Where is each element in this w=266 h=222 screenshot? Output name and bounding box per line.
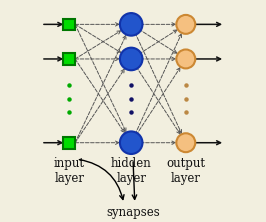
Bar: [64, 53, 75, 65]
Text: input
layer: input layer: [54, 157, 85, 185]
Text: synapses: synapses: [106, 206, 160, 219]
Text: hidden
layer: hidden layer: [111, 157, 152, 185]
Text: output
layer: output layer: [166, 157, 205, 185]
Circle shape: [120, 13, 143, 36]
Circle shape: [176, 133, 195, 152]
Circle shape: [176, 50, 195, 68]
Bar: [64, 137, 75, 149]
Bar: [64, 19, 75, 30]
Circle shape: [120, 131, 143, 154]
Circle shape: [120, 48, 143, 70]
Circle shape: [176, 15, 195, 34]
